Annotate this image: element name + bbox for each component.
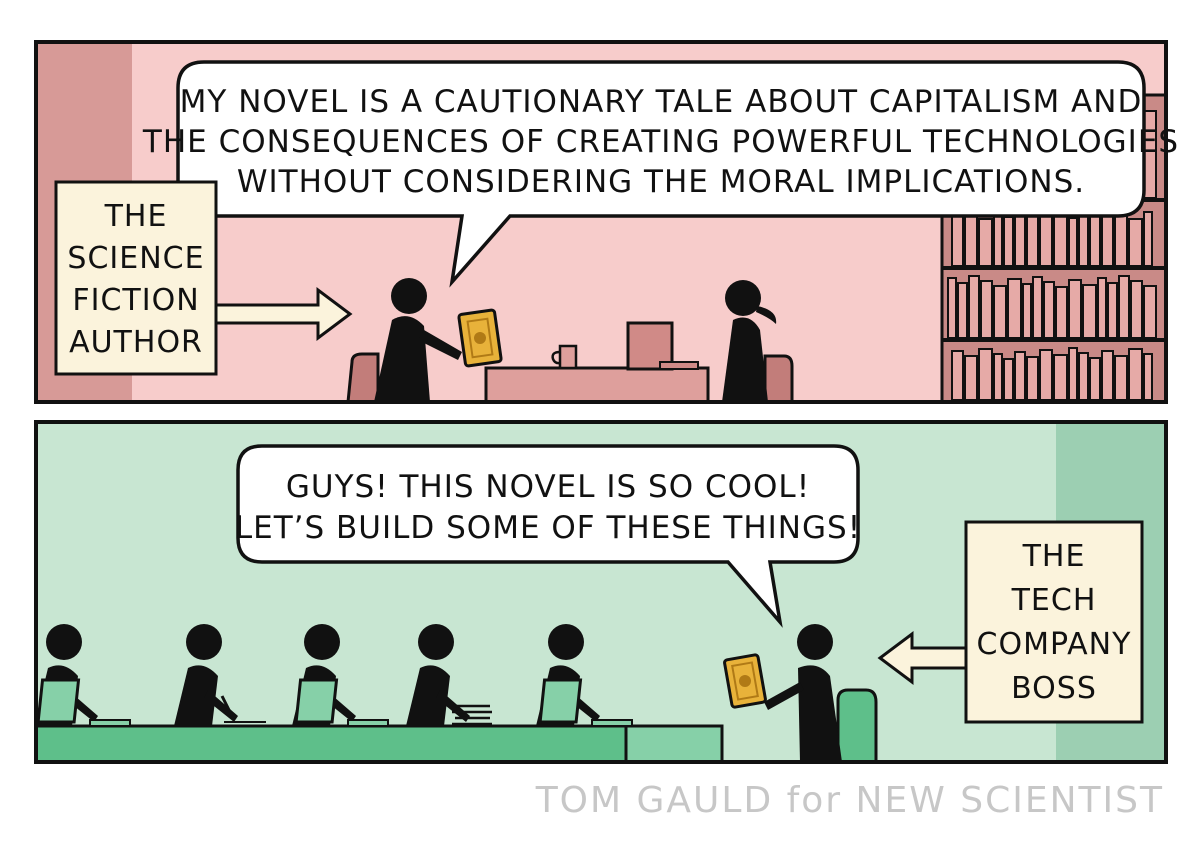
- shelf-book: [957, 282, 968, 339]
- label-line-1: THE: [1022, 539, 1086, 574]
- arrow-left-icon: [877, 631, 968, 685]
- label-line-4: BOSS: [1011, 671, 1097, 706]
- shelf-book: [1014, 209, 1026, 267]
- mug: [551, 344, 578, 370]
- shelf-book: [1078, 210, 1089, 267]
- shelf-book: [1128, 348, 1143, 401]
- book-icon: [723, 653, 767, 709]
- shelf-book: [993, 285, 1007, 339]
- shelf-book: [1143, 285, 1157, 339]
- shelf-book: [978, 218, 993, 267]
- label-line-4: AUTHOR: [69, 325, 203, 360]
- shelf-book: [1007, 278, 1022, 339]
- shelf-book: [951, 350, 964, 401]
- long-desk: [34, 724, 628, 764]
- shelf-book: [964, 355, 978, 401]
- shelf-book: [968, 275, 980, 339]
- shelf-book: [1089, 357, 1101, 401]
- speech-bubble-boss: GUYS! THIS NOVEL IS SO COOL! LET’S BUILD…: [235, 444, 861, 628]
- shelf-book: [980, 280, 993, 339]
- shelf-book: [1026, 356, 1039, 401]
- chair-author: [346, 352, 380, 404]
- shelf-book: [978, 348, 993, 401]
- shelf-book: [1003, 216, 1014, 267]
- panel-bottom-border: [34, 420, 1168, 764]
- shelf-book: [1022, 283, 1032, 339]
- shelf-book: [1032, 276, 1043, 339]
- shelf-book: [1118, 275, 1130, 339]
- speech-bubble-author: MY NOVEL IS A CAUTIONARY TALE ABOUT CAPI…: [142, 60, 1179, 288]
- label-line-2: SCIENCE: [67, 241, 204, 276]
- workers: [34, 624, 633, 727]
- desk-end: [624, 724, 724, 764]
- worker-figure: [536, 624, 633, 727]
- shelf-book: [1130, 280, 1143, 339]
- bubble-line-2: THE CONSEQUENCES OF CREATING POWERFUL TE…: [142, 124, 1179, 160]
- shelf-book: [1014, 351, 1026, 401]
- laptop-icon: [36, 678, 131, 727]
- shelf-book: [947, 277, 957, 339]
- panel-bottom: GUYS! THIS NOVEL IS SO COOL! LET’S BUILD…: [34, 420, 1168, 764]
- label-line-3: FICTION: [72, 283, 199, 318]
- label-line-3: COMPANY: [977, 627, 1132, 662]
- shelf-book: [1039, 349, 1053, 401]
- panel-top: MY NOVEL IS A CAUTIONARY TALE ABOUT CAPI…: [34, 40, 1179, 404]
- shelf-book: [1068, 347, 1078, 401]
- shelf-book: [1043, 281, 1055, 339]
- shelf-book: [1107, 282, 1118, 339]
- author-figure: [374, 278, 462, 402]
- desk: [484, 366, 710, 404]
- shelf-book: [1003, 358, 1014, 401]
- shelf-book: [964, 213, 978, 267]
- bubble-line-1: MY NOVEL IS A CAUTIONARY TALE ABOUT CAPI…: [180, 84, 1143, 120]
- laptop: [626, 321, 699, 371]
- shelf-book: [1089, 215, 1101, 267]
- label-line-2: TECH: [1011, 583, 1097, 618]
- label-tech-company-boss: THE TECH COMPANY BOSS: [964, 520, 1144, 724]
- shelf-book: [1101, 350, 1114, 401]
- label-line-1: THE: [104, 199, 168, 234]
- shelf-book: [1097, 277, 1107, 339]
- shelf-book: [993, 353, 1003, 401]
- shelf-book: [1053, 354, 1068, 401]
- worker-figure: [174, 624, 266, 726]
- shelf-book: [1055, 286, 1068, 339]
- laptop-icon: [538, 678, 633, 727]
- shelf-book: [1082, 284, 1097, 339]
- shelf-book: [993, 211, 1003, 267]
- shelf-book: [1026, 214, 1039, 267]
- pen-icon: [220, 695, 234, 717]
- artist-credit: TOM GAULD for NEW SCIENTIST: [535, 780, 1164, 821]
- paper-stack: [452, 704, 492, 726]
- arrow-right-icon: [214, 287, 353, 341]
- shelf-book: [1078, 352, 1089, 401]
- boss-figure: [764, 624, 842, 762]
- book-icon: [457, 308, 503, 368]
- shelf-book: [1143, 211, 1153, 267]
- chair-boss: [836, 688, 878, 764]
- shelf-book: [1053, 212, 1068, 267]
- laptop-icon: [294, 678, 389, 727]
- shelf-book: [1068, 217, 1078, 267]
- panel-top-border: [34, 40, 1168, 404]
- bubble-line-3: WITHOUT CONSIDERING THE MORAL IMPLICATIO…: [237, 164, 1085, 200]
- worker-figure: [34, 624, 131, 727]
- bubble-line-2: LET’S BUILD SOME OF THESE THINGS!: [235, 510, 861, 546]
- shelf-book: [1143, 353, 1153, 401]
- shelf-book: [1114, 213, 1128, 267]
- worker-figure: [406, 624, 470, 726]
- worker-figure: [292, 624, 389, 727]
- shelf-book: [1128, 218, 1143, 267]
- interviewer-figure: [722, 280, 777, 402]
- bubble-line-1: GUYS! THIS NOVEL IS SO COOL!: [286, 469, 810, 505]
- shelf-book: [1068, 279, 1082, 339]
- label-science-fiction-author: THE SCIENCE FICTION AUTHOR: [54, 180, 218, 376]
- chair-interviewer: [763, 354, 794, 404]
- shelf-book: [1114, 355, 1128, 401]
